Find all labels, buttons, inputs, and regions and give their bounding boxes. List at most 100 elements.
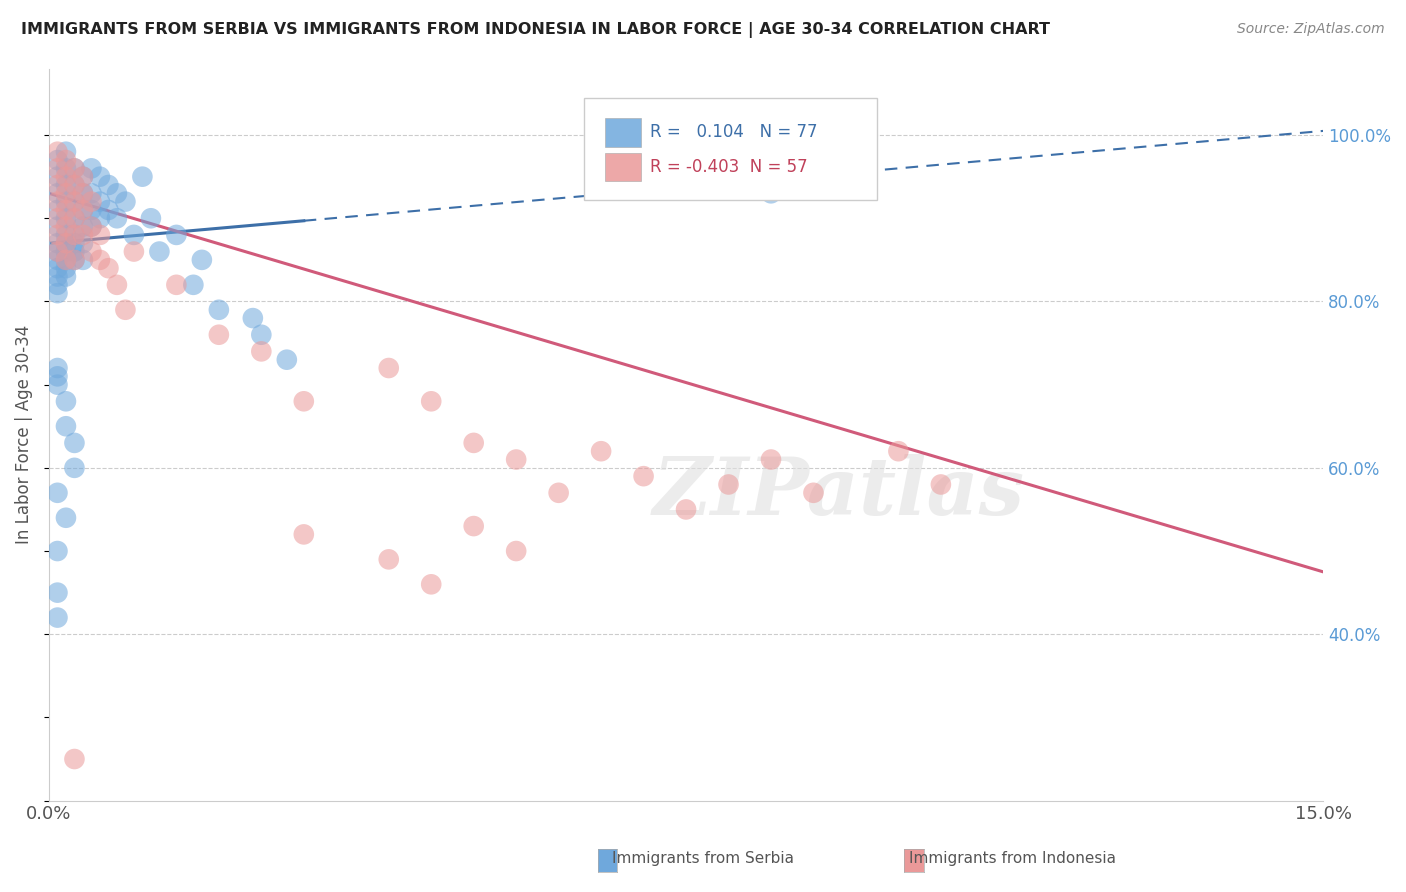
Point [80,186,103,201]
Point [46,161,69,176]
Point [46,186,69,201]
Point [55,211,77,226]
Text: Immigrants from Indonesia: Immigrants from Indonesia [908,851,1116,865]
Point [46,236,69,251]
Point [80,219,103,234]
Point [63,227,86,242]
Point [46,153,69,167]
Point [242,311,264,326]
Point [72,202,94,217]
Point [55,269,77,284]
Point [148,244,170,259]
Point [55,186,77,201]
Point [72,227,94,242]
Point [183,277,205,292]
Point [55,252,77,267]
Point [55,219,77,234]
Point [759,452,782,467]
Point [63,194,86,209]
Point [46,544,69,558]
Point [505,452,527,467]
Point [63,178,86,192]
Point [72,219,94,234]
Point [80,244,103,259]
Point [46,585,69,599]
Point [505,544,527,558]
Point [377,361,399,376]
Point [63,252,86,267]
Point [929,477,952,491]
Point [63,436,86,450]
Point [80,219,103,234]
Point [292,527,315,541]
Point [46,227,69,242]
Point [46,269,69,284]
Point [463,519,485,533]
Point [63,194,86,209]
Point [420,577,443,591]
Point [191,252,214,267]
Point [97,261,120,276]
Point [55,510,77,524]
Point [63,244,86,259]
Point [46,244,69,259]
Point [63,161,86,176]
Point [46,361,69,376]
Point [89,252,111,267]
Point [80,194,103,209]
Point [55,252,77,267]
Point [63,161,86,176]
Point [114,302,136,317]
Point [63,460,86,475]
Y-axis label: In Labor Force | Age 30-34: In Labor Force | Age 30-34 [15,325,32,544]
Point [89,194,111,209]
Point [72,236,94,251]
Point [46,219,69,234]
Point [377,552,399,566]
Point [72,186,94,201]
Point [633,469,655,483]
Point [80,161,103,176]
Point [89,227,111,242]
Point [105,211,128,226]
Text: R = -0.403  N = 57: R = -0.403 N = 57 [651,159,808,177]
Point [139,211,162,226]
Point [89,169,111,184]
Point [46,485,69,500]
Point [717,477,740,491]
Point [63,211,86,226]
Point [46,252,69,267]
Point [122,227,145,242]
Point [63,211,86,226]
Point [591,444,613,458]
Point [72,202,94,217]
Point [55,153,77,167]
Point [46,377,69,392]
Point [105,186,128,201]
Point [46,202,69,217]
Point [55,244,77,259]
Point [72,186,94,201]
Point [250,327,273,342]
Point [547,485,569,500]
Point [55,394,77,409]
Point [55,169,77,184]
Point [55,202,77,217]
Point [46,610,69,624]
Point [292,394,315,409]
Point [420,394,443,409]
Text: R =   0.104   N = 77: R = 0.104 N = 77 [651,123,818,141]
Point [63,178,86,192]
Point [55,194,77,209]
Point [208,302,231,317]
Point [250,344,273,359]
Point [463,436,485,450]
Point [46,145,69,159]
Point [46,178,69,192]
Text: IMMIGRANTS FROM SERBIA VS IMMIGRANTS FROM INDONESIA IN LABOR FORCE | AGE 30-34 C: IMMIGRANTS FROM SERBIA VS IMMIGRANTS FRO… [21,22,1050,38]
Point [55,261,77,276]
Point [122,244,145,259]
Point [46,286,69,301]
Point [55,161,77,176]
Point [759,186,782,201]
